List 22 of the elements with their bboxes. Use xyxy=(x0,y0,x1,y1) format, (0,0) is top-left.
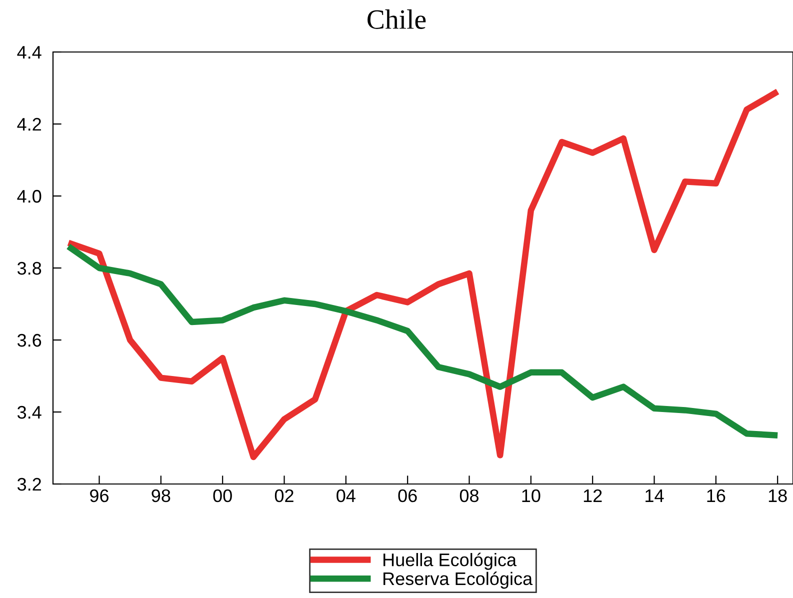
x-tick-label: 96 xyxy=(90,489,108,502)
y-tick-label: 3.8 xyxy=(17,262,42,275)
y-tick-label: 3.2 xyxy=(17,478,41,491)
y-tick-label: 4.2 xyxy=(17,118,41,131)
x-tick-label: 10 xyxy=(522,489,540,502)
y-tick-label: 3.4 xyxy=(17,406,42,419)
x-tick-label: 16 xyxy=(707,489,726,502)
x-tick-label: 12 xyxy=(584,489,602,502)
chart-title: Chile xyxy=(368,9,426,29)
y-tick-label: 3.6 xyxy=(17,334,42,347)
x-tick-label: 06 xyxy=(398,489,417,502)
x-tick-label: 18 xyxy=(768,489,787,502)
x-tick-label: 00 xyxy=(213,489,232,502)
x-tick-label: 98 xyxy=(152,489,170,502)
x-tick-label: 02 xyxy=(274,489,294,502)
y-tick-label: 4.0 xyxy=(17,190,42,203)
y-tick-label: 4.4 xyxy=(17,46,42,59)
legend-label: Reserva Ecológica xyxy=(384,572,533,589)
x-tick-label: 04 xyxy=(336,489,356,502)
legend-label: Huella Ecológica xyxy=(384,552,517,570)
x-tick-label: 14 xyxy=(646,490,664,502)
x-tick-label: 08 xyxy=(460,489,479,502)
